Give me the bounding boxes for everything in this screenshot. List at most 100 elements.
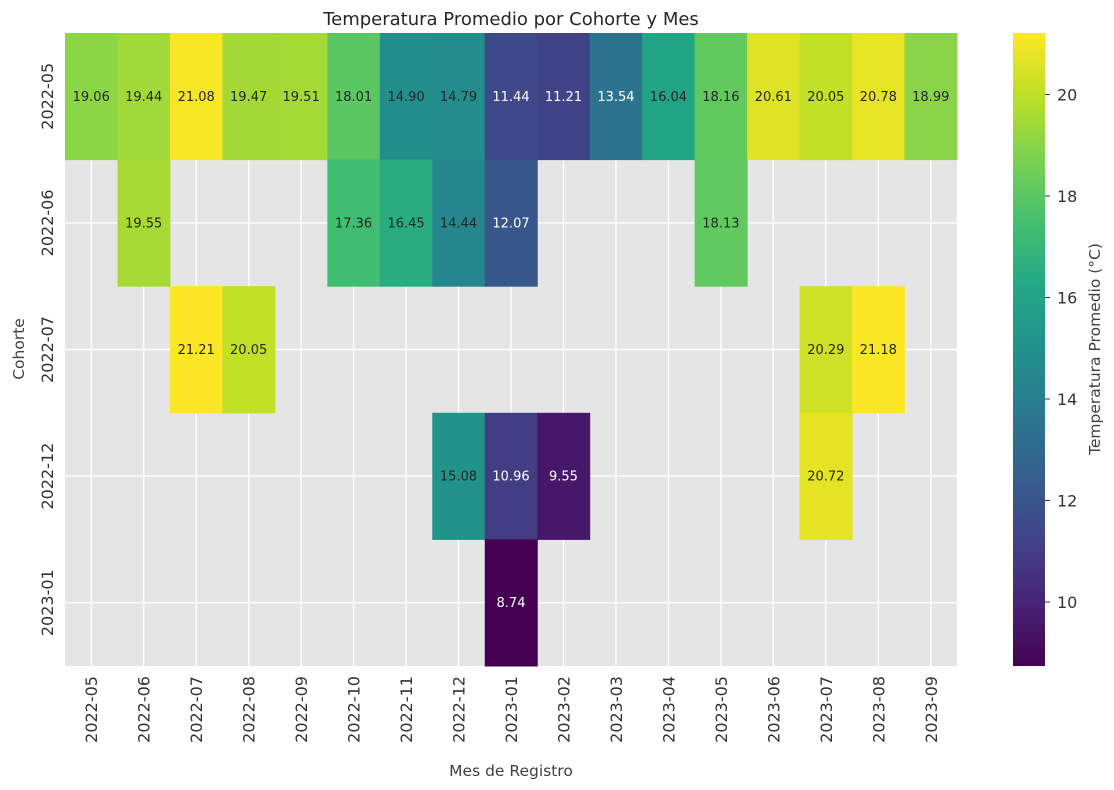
x-tick-label: 2023-02 xyxy=(554,676,573,743)
colorbar-label: Temperatura Promedio (°C) xyxy=(1086,243,1104,456)
heatmap-cell xyxy=(379,159,433,287)
heatmap-cell xyxy=(589,33,643,161)
x-tick-label: 2023-06 xyxy=(764,676,783,743)
cell-value-label: 18.16 xyxy=(702,90,739,105)
heatmap-cell xyxy=(169,286,223,414)
cell-value-label: 8.74 xyxy=(497,596,526,611)
x-tick-label: 2023-01 xyxy=(502,676,521,743)
heatmap-cell xyxy=(537,33,591,161)
cell-value-label: 21.18 xyxy=(860,343,897,358)
cell-value-label: 20.05 xyxy=(230,343,267,358)
heatmap-cell xyxy=(432,159,486,287)
x-tick-label: 2023-03 xyxy=(607,676,626,743)
x-axis-label: Mes de Registro xyxy=(449,762,573,780)
cell-value-label: 14.90 xyxy=(387,90,424,105)
cell-value-label: 18.01 xyxy=(335,90,372,105)
heatmap-cell xyxy=(327,159,381,287)
colorbar-tick-label: 16 xyxy=(1057,288,1077,307)
y-tick-label: 2022-05 xyxy=(38,63,57,130)
x-tick-label: 2022-08 xyxy=(240,676,259,743)
y-axis-ticks: 2022-05 2022-06 2022-07 2022-12 2023-01 xyxy=(38,63,57,636)
heatmap-cell xyxy=(484,159,538,287)
x-tick-label: 2022-06 xyxy=(135,676,154,743)
cell-value-label: 12.07 xyxy=(492,216,529,231)
cell-value-label: 15.08 xyxy=(440,470,477,485)
cell-value-label: 20.29 xyxy=(807,343,844,358)
x-tick-label: 2022-07 xyxy=(187,676,206,743)
y-tick-label: 2022-12 xyxy=(38,443,57,510)
x-tick-label: 2023-05 xyxy=(712,676,731,743)
heatmap-cell xyxy=(694,159,748,287)
heatmap-cell xyxy=(747,33,801,161)
heatmap-cell xyxy=(537,412,591,540)
x-tick-label: 2022-10 xyxy=(345,676,364,743)
cell-value-label: 16.04 xyxy=(650,90,687,105)
colorbar-tick-label: 10 xyxy=(1057,593,1077,612)
cell-value-label: 19.55 xyxy=(125,216,162,231)
heatmap-cell xyxy=(904,33,958,161)
x-tick-label: 2023-09 xyxy=(922,676,941,743)
heatmap-cell xyxy=(222,33,276,161)
heatmap-cell xyxy=(117,33,171,161)
heatmap-cell xyxy=(327,33,381,161)
cell-value-label: 14.44 xyxy=(440,216,477,231)
cell-value-label: 10.96 xyxy=(492,470,529,485)
heatmap-cell xyxy=(117,159,171,287)
colorbar-gradient xyxy=(1013,33,1045,666)
colorbar-tick-label: 12 xyxy=(1057,492,1077,511)
cell-value-label: 20.61 xyxy=(755,90,792,105)
heatmap-cell xyxy=(799,286,853,414)
cell-value-label: 20.72 xyxy=(807,470,844,485)
x-axis-ticks: 2022-05 2022-06 2022-07 2022-08 2022-09 2022-… xyxy=(82,676,941,743)
x-tick-label: 2022-05 xyxy=(82,676,101,743)
x-tick-label: 2023-07 xyxy=(817,676,836,743)
cell-value-label: 20.05 xyxy=(807,90,844,105)
heatmap-cell xyxy=(852,33,906,161)
heatmap-cell xyxy=(694,33,748,161)
cell-value-labels: 19.06 19.44 21.08 19.47 19.51 18.01 14.90 14.79… xyxy=(73,90,950,611)
colorbar: 10 12 14 16 18 20 Temperatura Promedio (°C) xyxy=(1013,33,1104,666)
cell-value-label: 17.36 xyxy=(335,216,372,231)
colorbar-ticks: 10 12 14 16 18 20 xyxy=(1045,85,1077,612)
colorbar-tick-label: 14 xyxy=(1057,390,1077,409)
cell-value-label: 11.44 xyxy=(492,90,529,105)
heatmap-cell xyxy=(432,412,486,540)
cell-value-label: 11.21 xyxy=(545,90,582,105)
x-tick-label: 2022-12 xyxy=(450,676,469,743)
heatmap-cell xyxy=(432,33,486,161)
x-tick-label: 2022-09 xyxy=(292,676,311,743)
cell-value-label: 14.79 xyxy=(440,90,477,105)
heatmap-cells xyxy=(65,33,958,667)
cell-value-label: 19.06 xyxy=(73,90,110,105)
x-tick-label: 2023-08 xyxy=(869,676,888,743)
colorbar-tick-label: 20 xyxy=(1057,85,1077,104)
x-tick-label: 2023-04 xyxy=(659,676,678,743)
cell-value-label: 21.08 xyxy=(178,90,215,105)
y-tick-label: 2023-01 xyxy=(38,569,57,636)
heatmap-cell xyxy=(484,33,538,161)
plot-area: 19.06 19.44 21.08 19.47 19.51 18.01 14.90 14.79… xyxy=(65,33,958,667)
cell-value-label: 20.78 xyxy=(860,90,897,105)
cell-value-label: 13.54 xyxy=(597,90,634,105)
y-tick-label: 2022-07 xyxy=(38,316,57,383)
cell-value-label: 19.51 xyxy=(283,90,320,105)
heatmap-cell xyxy=(379,33,433,161)
heatmap-cell xyxy=(65,33,118,161)
y-axis-label: Cohorte xyxy=(10,318,28,380)
heatmap-cell xyxy=(484,539,538,667)
heatmap-cell xyxy=(484,412,538,540)
cell-value-label: 18.99 xyxy=(912,90,949,105)
cell-value-label: 9.55 xyxy=(549,470,578,485)
y-tick-label: 2022-06 xyxy=(38,189,57,256)
heatmap-cell xyxy=(274,33,328,161)
x-tick-label: 2022-11 xyxy=(397,676,416,743)
heatmap-cell xyxy=(222,286,276,414)
cell-value-label: 18.13 xyxy=(702,216,739,231)
heatmap-cell xyxy=(799,33,853,161)
cell-value-label: 16.45 xyxy=(387,216,424,231)
colorbar-tick-label: 18 xyxy=(1057,187,1077,206)
heatmap-cell xyxy=(799,412,853,540)
cell-value-label: 21.21 xyxy=(178,343,215,358)
chart-title: Temperatura Promedio por Cohorte y Mes xyxy=(322,9,699,30)
